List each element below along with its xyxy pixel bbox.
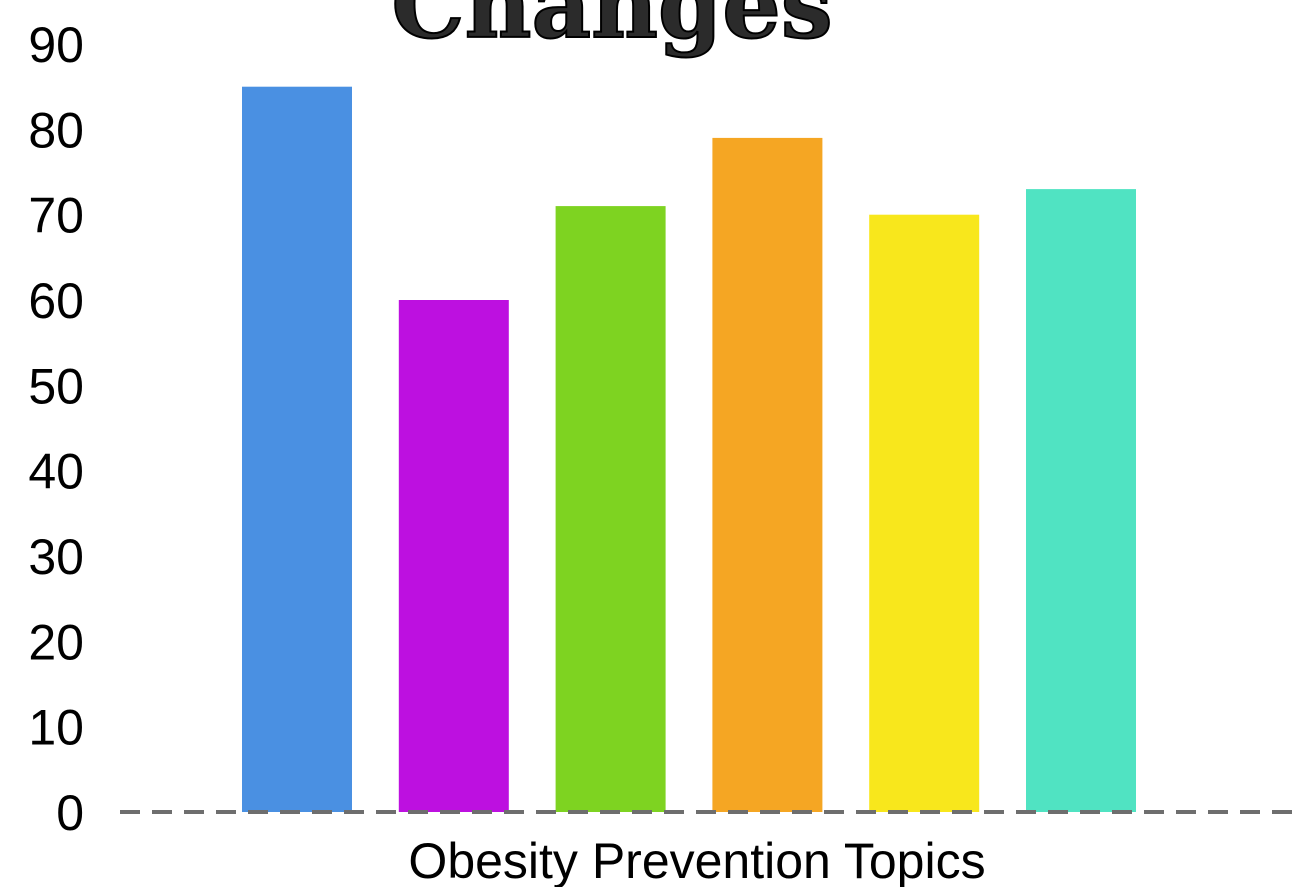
y-tick-label: 20 [28,614,84,670]
y-axis: 0 10 20 30 40 50 60 70 80 90 [28,17,84,841]
bar [398,300,509,812]
y-tick-label: 90 [28,17,84,73]
x-axis-title: Obesity Prevention Topics [408,833,985,887]
y-tick-label: 40 [28,444,84,500]
bar [555,206,666,813]
y-tick-label: 30 [28,529,84,585]
bar [242,86,352,812]
y-tick-label: 50 [28,358,84,414]
bars-group [242,86,1136,813]
bar [869,214,980,812]
y-tick-label: 70 [28,188,84,244]
y-tick-label: 60 [28,273,84,329]
y-tick-label: 0 [56,785,84,841]
bar [712,137,823,812]
y-tick-label: 10 [28,700,84,756]
chart-title: Changes [391,0,832,59]
bar [1026,189,1136,813]
y-tick-label: 80 [28,102,84,158]
